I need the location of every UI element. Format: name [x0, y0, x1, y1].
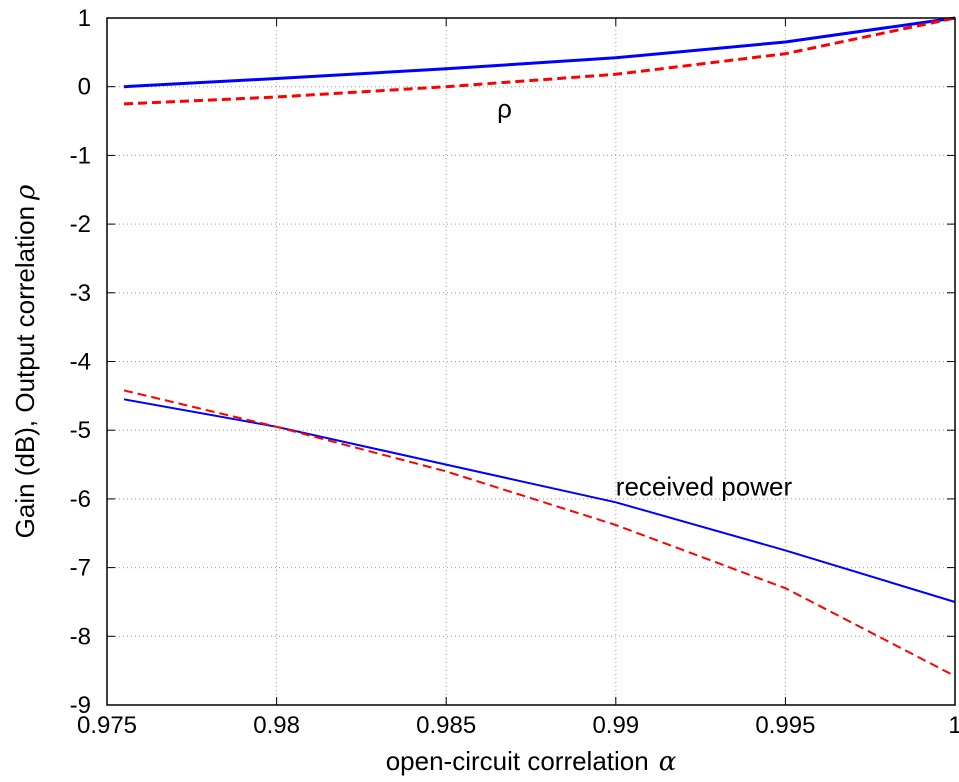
axis-ticks: 0.975 0.98 0.985 0.99 0.995 1 1 0 -1 -2 -3 -4 -5 -6 -7…	[70, 5, 959, 739]
y-tick-label: -6	[70, 486, 91, 513]
series-line-2	[123, 16, 956, 106]
annotation-label: received power	[616, 471, 793, 501]
y-tick-label: -5	[70, 417, 91, 444]
x-tick-label: 0.98	[253, 712, 300, 739]
series-line-1	[123, 16, 956, 89]
x-tick-label: 0.975	[77, 712, 137, 739]
x-tick-label: 1	[948, 712, 959, 739]
y-tick-label: -9	[70, 692, 91, 719]
y-tick-label: -2	[70, 211, 91, 238]
x-tick-label: 0.985	[416, 712, 476, 739]
y-tick-label: -3	[70, 280, 91, 307]
series-lines	[123, 16, 956, 677]
y-tick-label: -4	[70, 349, 91, 376]
annotations: ρ received power	[497, 94, 792, 502]
y-tick-label: 1	[78, 5, 91, 32]
y-tick-label: -7	[70, 555, 91, 582]
series-line-4	[123, 389, 956, 677]
y-tick-label: -8	[70, 623, 91, 650]
x-tick-label: 0.995	[755, 712, 815, 739]
grid-lines	[107, 18, 955, 705]
series-line-3	[123, 398, 956, 603]
y-tick-label: 0	[78, 74, 91, 101]
y-tick-label: -1	[70, 142, 91, 169]
x-tick-label: 0.99	[592, 712, 639, 739]
y-axis-label: Gain (dB), Output correlationρ	[10, 184, 41, 538]
annotation-label: ρ	[497, 94, 512, 124]
x-axis-label: open-circuit correlation α	[386, 746, 677, 777]
